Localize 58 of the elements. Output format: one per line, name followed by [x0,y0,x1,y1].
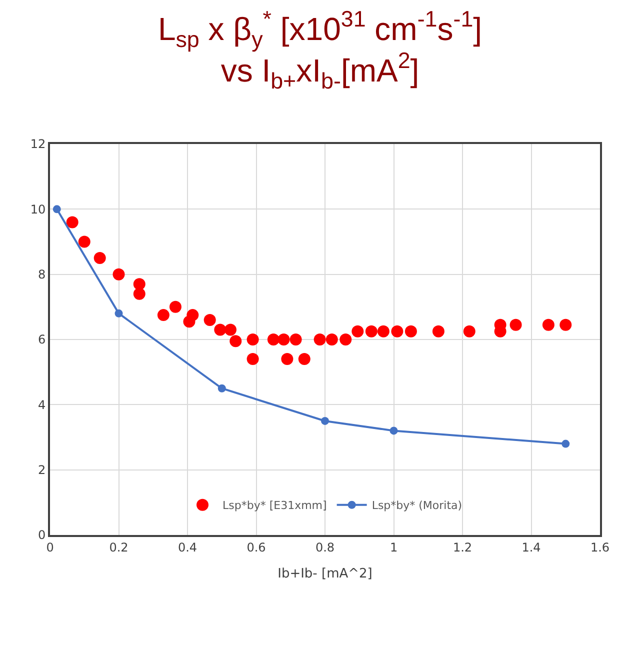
point [224,324,236,336]
point [314,334,326,346]
point [463,325,476,338]
point [52,205,61,214]
x-tick-label: 0.2 [109,540,128,554]
legend-label: Lsp*by* (Morita) [372,499,462,512]
legend-label: Lsp*by* [E31xmm] [222,499,327,512]
point [404,325,417,338]
point [542,318,554,331]
point [267,334,280,346]
point [340,334,352,346]
point [78,236,90,248]
point [510,318,522,331]
point [133,288,146,300]
x-tick-label: 1 [390,540,398,554]
point [352,325,364,338]
y-tick-label: 10 [30,202,46,216]
point [278,334,290,346]
point [218,384,226,392]
chart-title: L$_{sp}$ x β$_{y}$$^{*}$ [x10$^{31}$ cm$^{-1}$s$^{-1}$] vs I$_{b+}$xI$_{b-}$[mA$^{2}$] [158,6,482,94]
point [204,314,216,326]
point [281,353,294,366]
y-tick-label: 0 [38,528,46,542]
point [246,334,259,346]
y-tick-label: 2 [38,463,46,478]
x-tick-label: 0.4 [178,540,198,554]
x-tick-label: 1.6 [590,540,610,554]
x-axis-title: Ib+Ib- [mA^2] [278,566,372,582]
point [157,309,170,322]
point [114,309,123,318]
point [321,416,329,425]
point [560,318,572,331]
x-tick-label: 1.2 [452,540,472,554]
point [298,353,310,366]
point [246,353,259,366]
x-tick-label: 1.4 [522,540,541,554]
y-tick-label: 4 [38,398,46,412]
point [230,335,242,348]
point [432,325,444,338]
y-tick-label: 8 [38,268,46,282]
point [562,440,570,448]
point [326,334,338,346]
point [377,325,390,338]
point [365,325,378,338]
point [133,278,146,290]
x-tick-label: 0.6 [246,540,266,554]
y-tick-label: 12 [30,137,46,152]
point [169,300,182,313]
y-tick-label: 6 [38,332,46,347]
point [66,216,78,228]
point [112,268,125,280]
point [94,252,106,264]
point [391,325,404,338]
point [390,426,398,435]
x-tick-label: 0.8 [315,540,335,554]
point [186,309,199,322]
point [290,334,302,346]
point [214,324,226,336]
